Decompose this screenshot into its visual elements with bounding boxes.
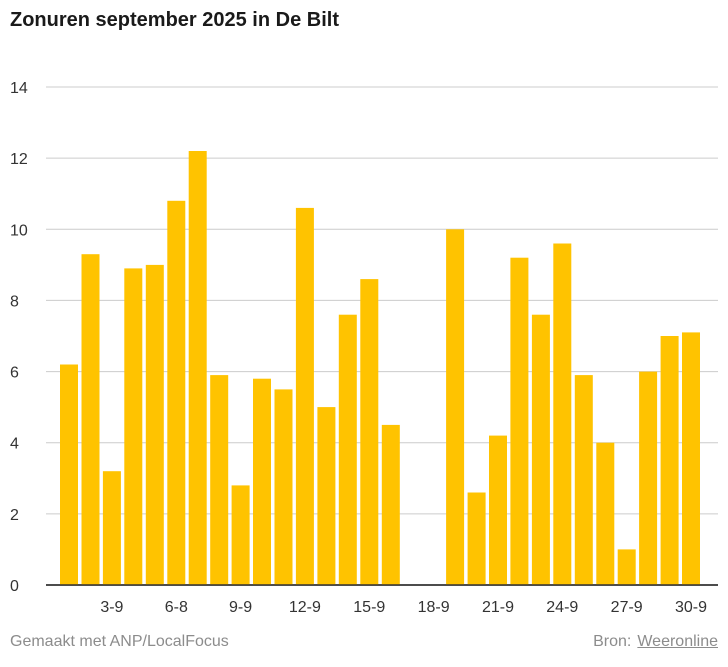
x-tick-label: 6-8: [165, 599, 188, 616]
bar-20-9[interactable]: [467, 492, 486, 586]
bar-1-9[interactable]: [60, 364, 78, 586]
source-credit: Bron: Weeronline: [593, 633, 718, 651]
chart-title: Zonuren september 2025 in De Bilt: [10, 9, 339, 31]
made-with-credit: Gemaakt met ANP/LocalFocus: [10, 633, 229, 650]
x-tick-label: 21-9: [482, 599, 514, 616]
bar-13-9[interactable]: [317, 407, 336, 585]
x-tick-label: 24-9: [546, 599, 578, 616]
bar-22-9[interactable]: [510, 257, 529, 585]
bar-12-9[interactable]: [295, 207, 314, 585]
bar-26-9[interactable]: [596, 442, 615, 585]
bar-21-9[interactable]: [489, 435, 507, 585]
bar-16-9[interactable]: [381, 424, 400, 585]
bar-23-9[interactable]: [531, 314, 550, 585]
bar-25-9[interactable]: [574, 375, 593, 585]
y-tick-label: 0: [10, 578, 19, 595]
bar-2-9[interactable]: [81, 254, 100, 585]
bar-5-9[interactable]: [145, 264, 164, 585]
y-tick-label: 12: [10, 151, 28, 168]
bar-19-9[interactable]: [446, 229, 465, 586]
y-tick-label: 14: [10, 80, 28, 97]
source-link[interactable]: Weeronline: [637, 633, 718, 650]
bar-7-9[interactable]: [188, 151, 207, 585]
x-tick-label: 27-9: [611, 599, 643, 616]
bar-15-9[interactable]: [360, 279, 379, 585]
x-tick-label: 9-9: [229, 599, 252, 616]
x-tick-label: 18-9: [418, 599, 450, 616]
y-axis-ticks: 0 2 4 6 8 10 12 14: [10, 80, 28, 595]
bar-8-9[interactable]: [210, 375, 229, 585]
bar-28-9[interactable]: [639, 371, 658, 585]
bars: [46, 151, 718, 586]
x-axis-ticks: 3-9 6-8 9-9 12-9 15-9 18-9 21-9 24-9 27-9 30-9: [100, 599, 707, 616]
bar-6-9[interactable]: [167, 200, 186, 586]
bar-9-9[interactable]: [231, 485, 250, 585]
y-tick-label: 6: [10, 365, 19, 382]
y-tick-label: 8: [10, 293, 19, 310]
x-tick-label: 3-9: [100, 599, 123, 616]
source-label: Bron:: [593, 633, 632, 650]
bar-10-9[interactable]: [253, 378, 271, 585]
bar-24-9[interactable]: [553, 243, 572, 586]
x-tick-label: 30-9: [675, 599, 707, 616]
bar-30-9[interactable]: [682, 332, 700, 585]
bar-3-9[interactable]: [102, 471, 121, 585]
bar-27-9[interactable]: [617, 549, 636, 585]
y-tick-label: 10: [10, 222, 28, 239]
x-tick-label: 15-9: [353, 599, 385, 616]
bar-11-9[interactable]: [274, 389, 293, 585]
bar-29-9[interactable]: [660, 336, 679, 585]
y-tick-label: 4: [10, 436, 19, 453]
x-tick-label: 12-9: [289, 599, 321, 616]
bar-14-9[interactable]: [338, 314, 357, 585]
y-tick-label: 2: [10, 507, 19, 524]
bar-4-9[interactable]: [124, 268, 143, 585]
